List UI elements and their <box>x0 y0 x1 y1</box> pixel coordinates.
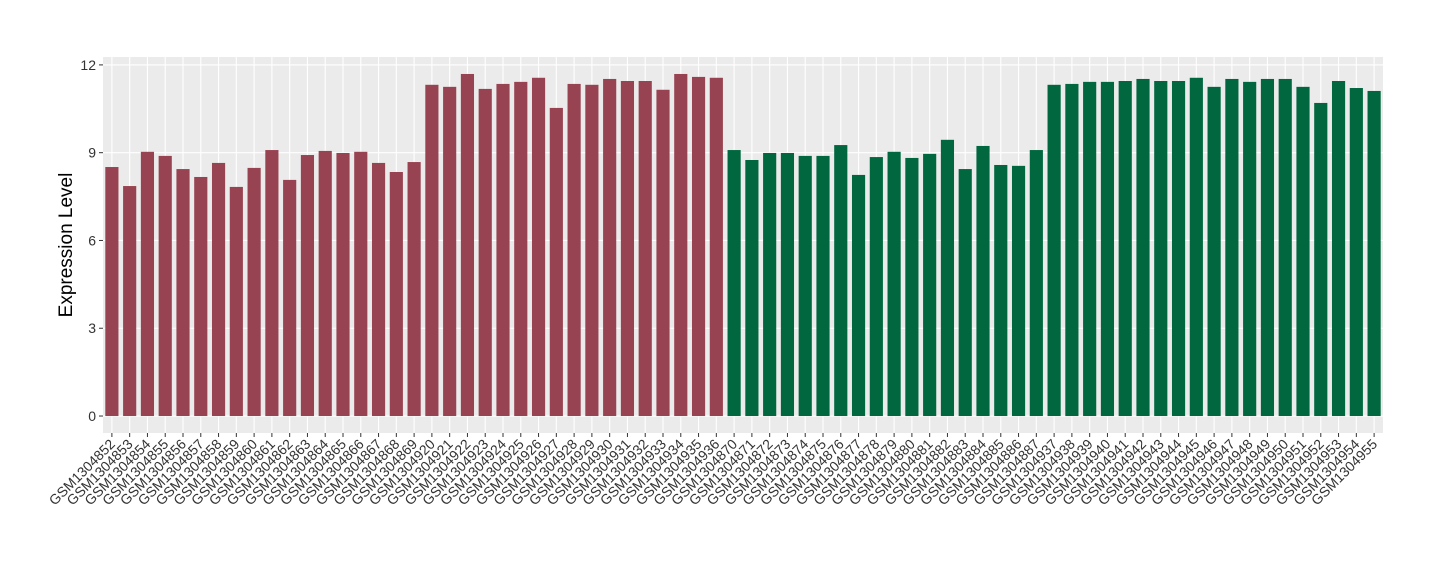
bar <box>140 151 155 417</box>
bar <box>780 152 795 417</box>
bar <box>763 152 777 417</box>
bar <box>1225 78 1239 417</box>
bar <box>1171 80 1186 417</box>
bar <box>603 78 617 417</box>
bar <box>1314 102 1328 417</box>
bar <box>638 80 652 417</box>
bar <box>425 84 439 417</box>
bar <box>994 164 1008 417</box>
bar <box>620 80 635 417</box>
bar <box>1278 78 1292 417</box>
bar <box>1367 90 1381 417</box>
bar <box>869 157 883 417</box>
bar <box>1331 80 1346 417</box>
bar <box>229 186 243 417</box>
bar <box>923 153 937 417</box>
bar <box>727 150 741 417</box>
bar <box>407 162 421 417</box>
bar <box>1243 81 1257 417</box>
bar <box>354 151 368 417</box>
bar <box>585 84 599 417</box>
bar <box>531 77 546 417</box>
bar <box>834 145 848 417</box>
bar <box>105 167 119 417</box>
bar <box>1260 78 1275 417</box>
bar <box>1154 80 1168 417</box>
bar <box>336 152 350 417</box>
bar <box>123 186 137 417</box>
bar <box>1047 84 1061 417</box>
bar <box>247 167 261 417</box>
bar <box>478 88 492 417</box>
bar <box>300 155 315 417</box>
bar <box>976 145 990 417</box>
y-tick-label: 9 <box>88 145 96 161</box>
bar <box>1029 150 1043 417</box>
bar <box>389 171 403 417</box>
bar <box>745 159 759 417</box>
bar <box>1118 80 1132 417</box>
bar <box>265 150 279 417</box>
y-tick-label: 12 <box>80 57 96 73</box>
bar <box>656 89 670 417</box>
bar <box>567 83 581 417</box>
bar <box>318 150 332 417</box>
bar <box>549 107 563 417</box>
bar <box>1065 83 1079 417</box>
bar <box>460 73 475 417</box>
bar <box>1296 86 1310 417</box>
bar <box>1207 86 1221 417</box>
bar <box>443 86 457 417</box>
y-tick-label: 6 <box>88 232 96 248</box>
y-axis-label: Expression Level <box>56 173 77 318</box>
bar <box>1349 88 1363 417</box>
bar <box>674 73 688 417</box>
bar <box>158 155 172 417</box>
bar <box>194 176 208 417</box>
bar <box>887 151 901 417</box>
bar <box>371 162 386 417</box>
bar <box>851 174 866 417</box>
bar <box>514 81 528 417</box>
bar <box>1011 165 1026 417</box>
bar <box>691 76 706 417</box>
bar <box>176 169 190 417</box>
bar <box>496 83 510 417</box>
bar <box>1100 81 1115 417</box>
bar <box>1189 77 1203 417</box>
bar <box>905 157 919 417</box>
bar <box>211 162 226 417</box>
bar <box>1083 81 1097 417</box>
bar <box>709 77 723 417</box>
bar <box>940 139 955 417</box>
bar <box>798 155 812 417</box>
y-tick-label: 0 <box>88 408 96 424</box>
bar <box>816 155 830 417</box>
panel <box>103 57 1383 433</box>
bar <box>958 169 972 417</box>
y-tick-label: 3 <box>88 320 96 336</box>
bar <box>1136 78 1150 417</box>
bar <box>283 179 297 417</box>
